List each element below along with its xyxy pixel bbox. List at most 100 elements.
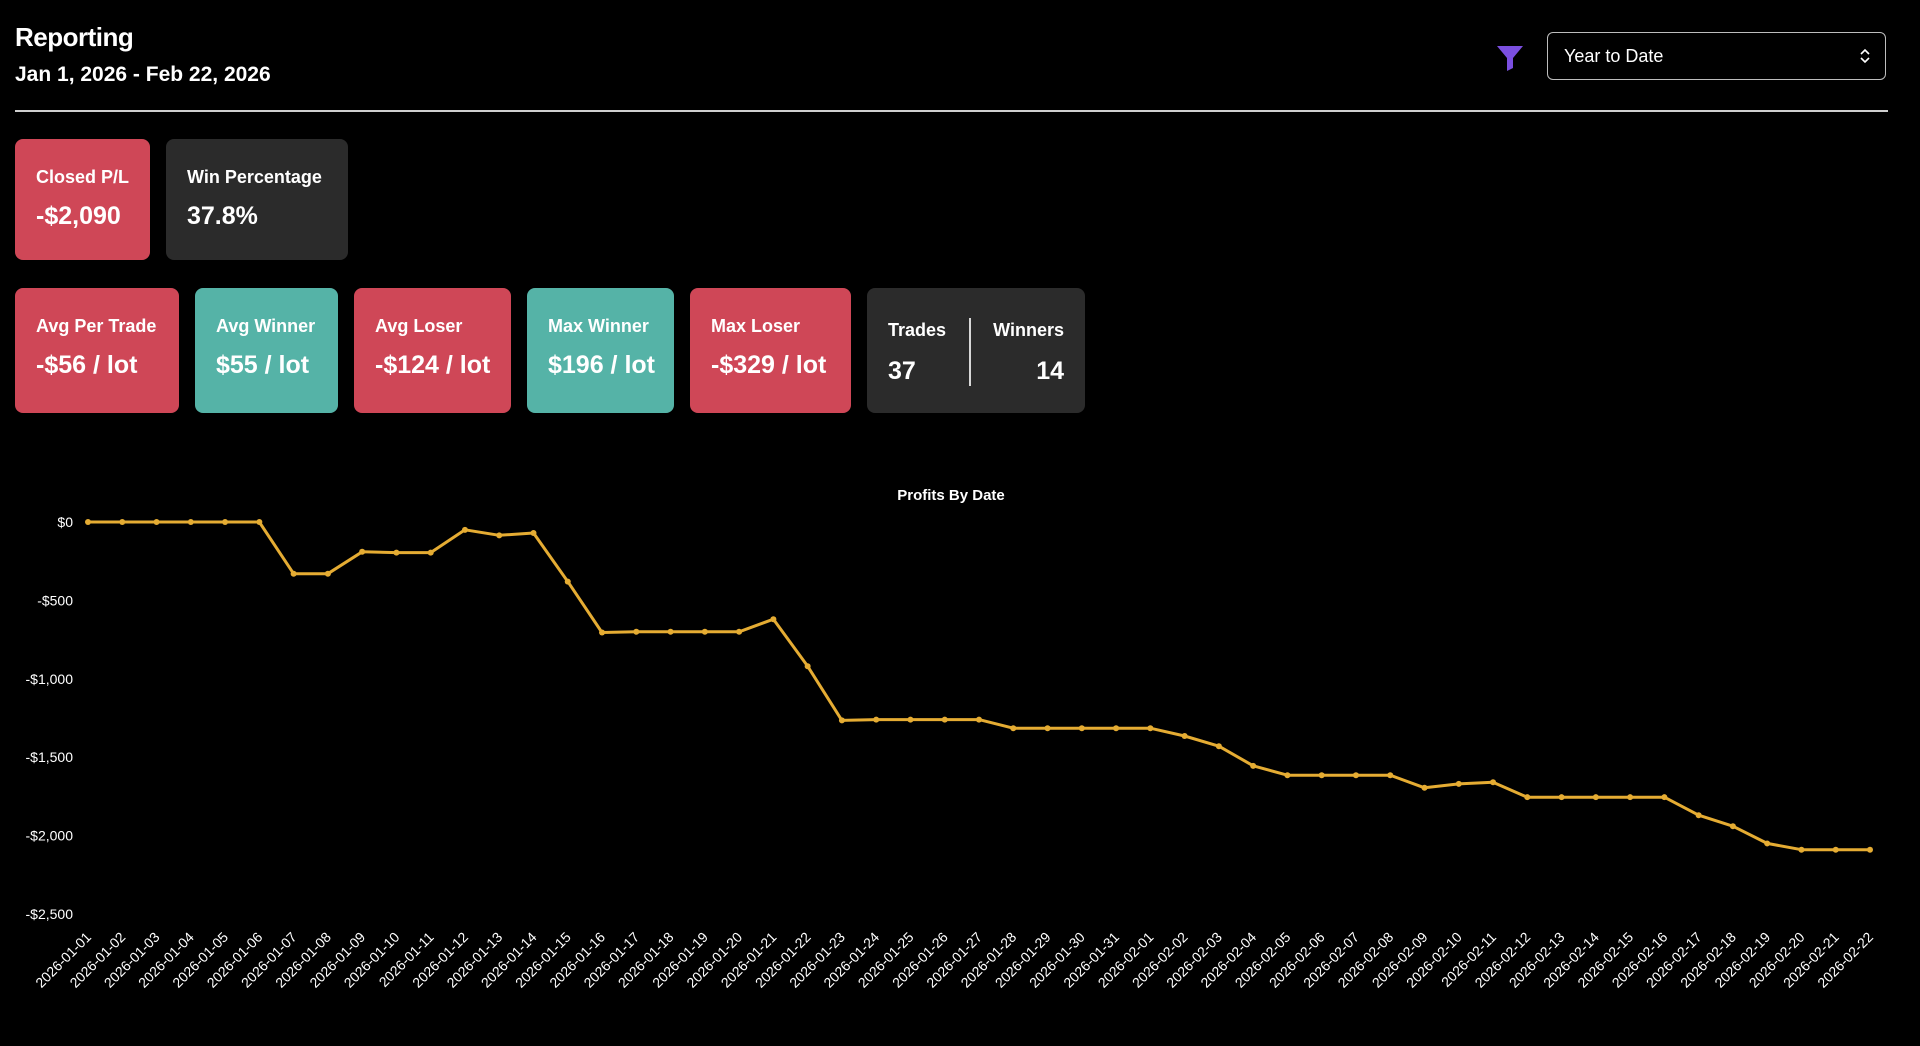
- chevron-up-down-icon: [1860, 48, 1870, 64]
- data-point: [256, 519, 263, 525]
- avg-per-trade-card: Avg Per Trade -$56 / lot: [15, 288, 179, 413]
- max-winner-card: Max Winner $196 / lot: [527, 288, 674, 413]
- data-point: [1832, 846, 1839, 853]
- data-point: [1318, 772, 1325, 779]
- series-line: [88, 520, 1870, 852]
- closed-pl-value: -$2,090: [36, 202, 121, 230]
- avg-loser-label: Avg Loser: [375, 316, 463, 336]
- trades-winners-card: Trades 37 Winners 14: [867, 288, 1085, 413]
- data-point: [1387, 772, 1394, 779]
- y-tick-label: -$1,500: [26, 749, 74, 765]
- data-point: [1078, 725, 1085, 732]
- data-point: [1695, 812, 1702, 819]
- data-point: [736, 628, 743, 635]
- period-select[interactable]: Year to Date: [1547, 32, 1886, 80]
- page-header: Reporting Jan 1, 2026 - Feb 22, 2026: [15, 22, 271, 87]
- funnel-icon[interactable]: [1494, 42, 1526, 74]
- y-tick-label: $0: [57, 514, 73, 530]
- data-point: [941, 716, 948, 723]
- data-point: [496, 532, 503, 539]
- max-winner-label: Max Winner: [548, 316, 649, 336]
- y-tick-label: -$500: [37, 592, 73, 608]
- data-point: [1490, 779, 1497, 786]
- data-point: [1729, 823, 1736, 830]
- data-point: [153, 519, 160, 525]
- chart-title: Profits By Date: [897, 487, 1005, 504]
- y-tick-label: -$2,000: [26, 828, 74, 844]
- data-point: [1524, 794, 1531, 801]
- data-point: [667, 628, 674, 635]
- avg-loser-value: -$124 / lot: [375, 351, 491, 379]
- closed-pl-label: Closed P/L: [36, 167, 130, 187]
- max-winner-value: $196 / lot: [548, 351, 655, 379]
- avg-per-trade-label: Avg Per Trade: [36, 316, 157, 336]
- data-point: [359, 548, 366, 555]
- data-point: [873, 716, 880, 723]
- data-point: [907, 716, 914, 723]
- data-point: [976, 716, 982, 723]
- profits-by-date-chart: Profits By Date $0 -$500 -$1,000 -$1,500 -$2,…: [26, 487, 1877, 991]
- avg-winner-label: Avg Winner: [216, 316, 316, 336]
- avg-loser-card: Avg Loser -$124 / lot: [354, 288, 511, 413]
- data-point: [1181, 733, 1188, 740]
- data-point: [1592, 794, 1599, 801]
- y-tick-label: -$1,000: [26, 671, 74, 687]
- y-tick-label: -$2,500: [26, 906, 74, 922]
- data-point: [85, 519, 91, 525]
- max-loser-value: -$329 / lot: [711, 351, 827, 379]
- avg-winner-card: Avg Winner $55 / lot: [195, 288, 338, 413]
- max-loser-label: Max Loser: [711, 316, 801, 336]
- data-point: [119, 519, 126, 525]
- trades-stat: Trades 37: [888, 320, 946, 386]
- data-point: [1867, 846, 1873, 853]
- winners-stat: Winners 14: [993, 320, 1064, 386]
- data-point: [633, 628, 640, 635]
- data-point: [1147, 725, 1154, 732]
- trades-value: 37: [888, 357, 916, 385]
- data-point: [599, 629, 606, 636]
- data-point: [1764, 840, 1771, 847]
- data-point: [1421, 784, 1428, 791]
- winners-label: Winners: [993, 320, 1064, 340]
- header-divider: [15, 110, 1888, 112]
- data-point: [1558, 794, 1565, 801]
- winners-value: 14: [1036, 357, 1064, 385]
- data-point: [1284, 772, 1291, 779]
- data-point: [1661, 794, 1668, 801]
- closed-pl-card: Closed P/L -$2,090: [15, 139, 150, 260]
- stat-divider: [969, 318, 971, 386]
- data-point: [427, 549, 434, 556]
- date-range: Jan 1, 2026 - Feb 22, 2026: [15, 63, 271, 86]
- max-loser-card: Max Loser -$329 / lot: [690, 288, 851, 413]
- data-point: [1250, 762, 1257, 769]
- data-point: [770, 616, 777, 623]
- data-point: [1798, 846, 1805, 853]
- data-point: [701, 628, 708, 635]
- win-percentage-value: 37.8%: [187, 202, 258, 230]
- data-point: [1352, 772, 1359, 779]
- avg-per-trade-value: -$56 / lot: [36, 351, 138, 379]
- data-point: [804, 663, 811, 670]
- data-point: [1627, 794, 1634, 801]
- data-point: [1010, 725, 1017, 732]
- data-point: [1215, 743, 1222, 750]
- data-point: [393, 549, 400, 556]
- win-percentage-card: Win Percentage 37.8%: [166, 139, 348, 260]
- win-percentage-label: Win Percentage: [187, 167, 322, 187]
- trades-label: Trades: [888, 320, 947, 340]
- data-point: [838, 717, 845, 724]
- data-point: [1455, 780, 1462, 787]
- period-select-value: Year to Date: [1564, 45, 1664, 66]
- data-point: [530, 529, 537, 536]
- data-point: [187, 519, 194, 525]
- data-point: [290, 570, 297, 577]
- data-point: [324, 570, 331, 577]
- page-title: Reporting: [15, 22, 134, 52]
- avg-winner-value: $55 / lot: [216, 351, 310, 379]
- data-point: [222, 519, 229, 525]
- data-point: [564, 578, 571, 585]
- data-point: [1044, 725, 1051, 732]
- data-point: [1113, 725, 1120, 732]
- data-point: [461, 526, 468, 533]
